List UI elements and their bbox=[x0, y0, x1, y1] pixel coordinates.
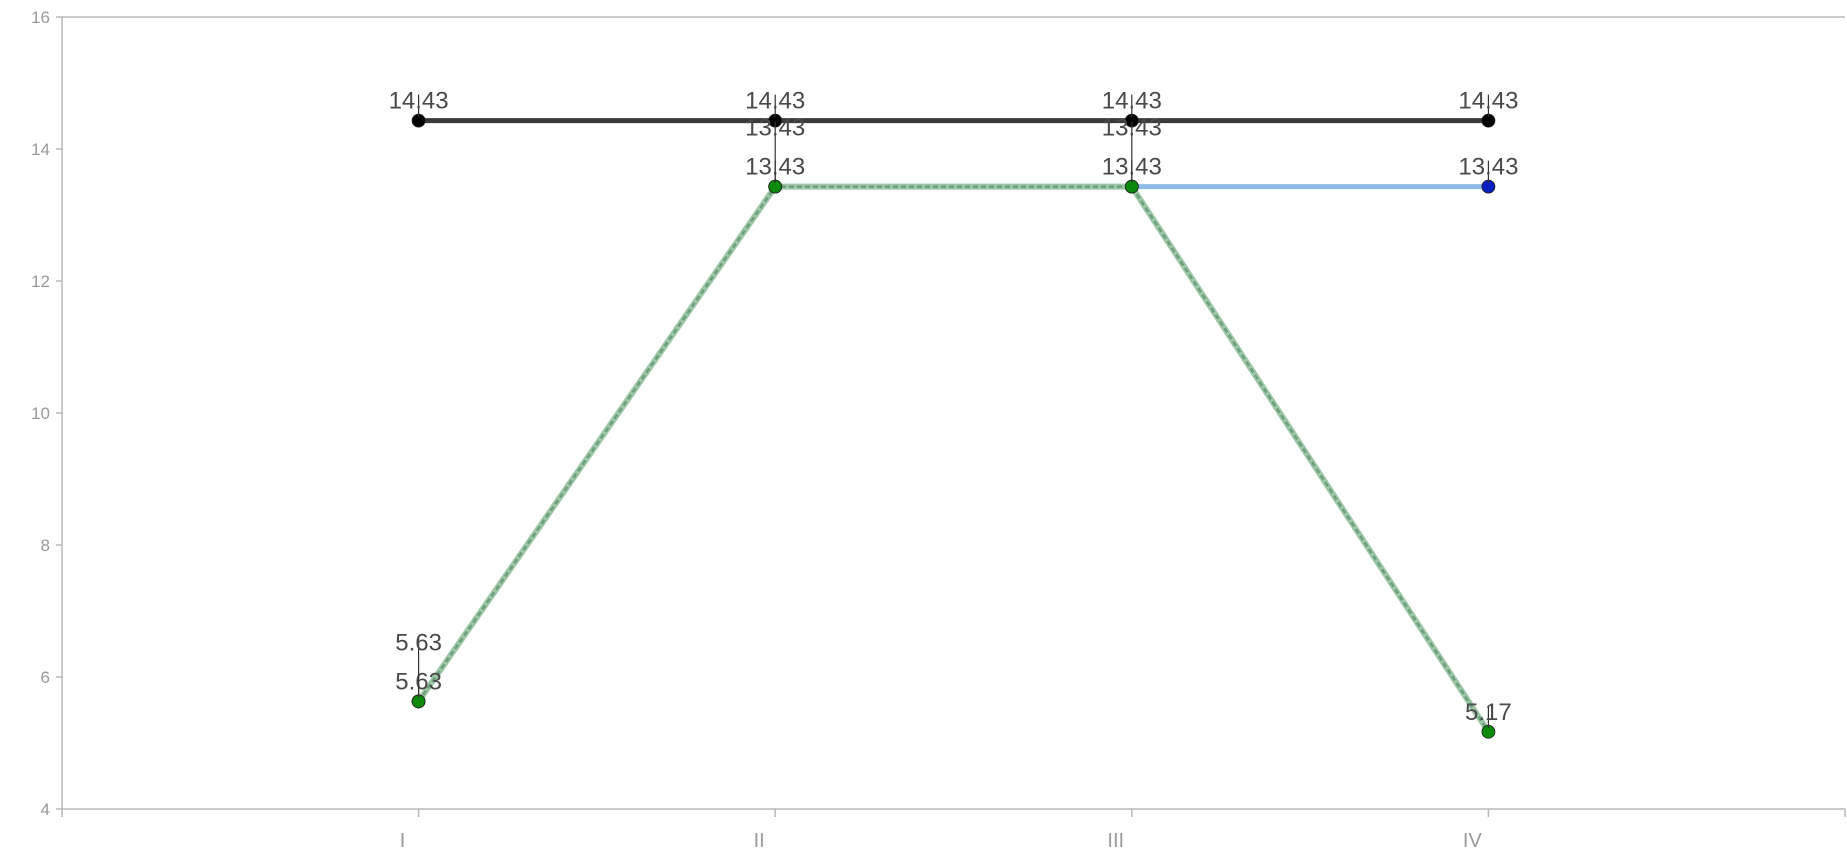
x-tick-label: III bbox=[1107, 830, 1124, 852]
series-lines bbox=[416, 118, 1491, 734]
data-label: 5.17 bbox=[1465, 699, 1512, 726]
y-tick-label: 10 bbox=[31, 404, 50, 423]
y-tick-label: 4 bbox=[41, 800, 50, 819]
y-tick-label: 6 bbox=[41, 668, 50, 687]
series-3-line-casing bbox=[416, 183, 1491, 734]
series-2-line bbox=[416, 184, 1489, 703]
series-markers bbox=[411, 113, 1496, 739]
data-label: 5.63 bbox=[395, 629, 442, 656]
x-tick-label: II bbox=[754, 830, 765, 852]
y-tick-label: 14 bbox=[31, 140, 50, 159]
y-tick-label: 8 bbox=[41, 536, 50, 555]
y-tick-label: 16 bbox=[31, 8, 50, 27]
data-label: 13.43 bbox=[1102, 115, 1162, 142]
data-label: 13.43 bbox=[745, 115, 805, 142]
y-tick-label: 12 bbox=[31, 272, 50, 291]
data-label: 14.43 bbox=[1458, 88, 1518, 115]
data-label: 14.43 bbox=[389, 88, 449, 115]
data-label: 14.43 bbox=[1102, 88, 1162, 115]
series-3-line bbox=[417, 185, 1490, 733]
x-tick-label: IV bbox=[1463, 830, 1483, 852]
data-labels: 14.43 14.43 14.43 14.43 5.63 13.43 13.43 13.43 5… bbox=[389, 88, 1518, 728]
data-label: 14.43 bbox=[745, 88, 805, 115]
data-label: 13.43 bbox=[1458, 154, 1518, 181]
x-tick-label: I bbox=[400, 830, 406, 852]
